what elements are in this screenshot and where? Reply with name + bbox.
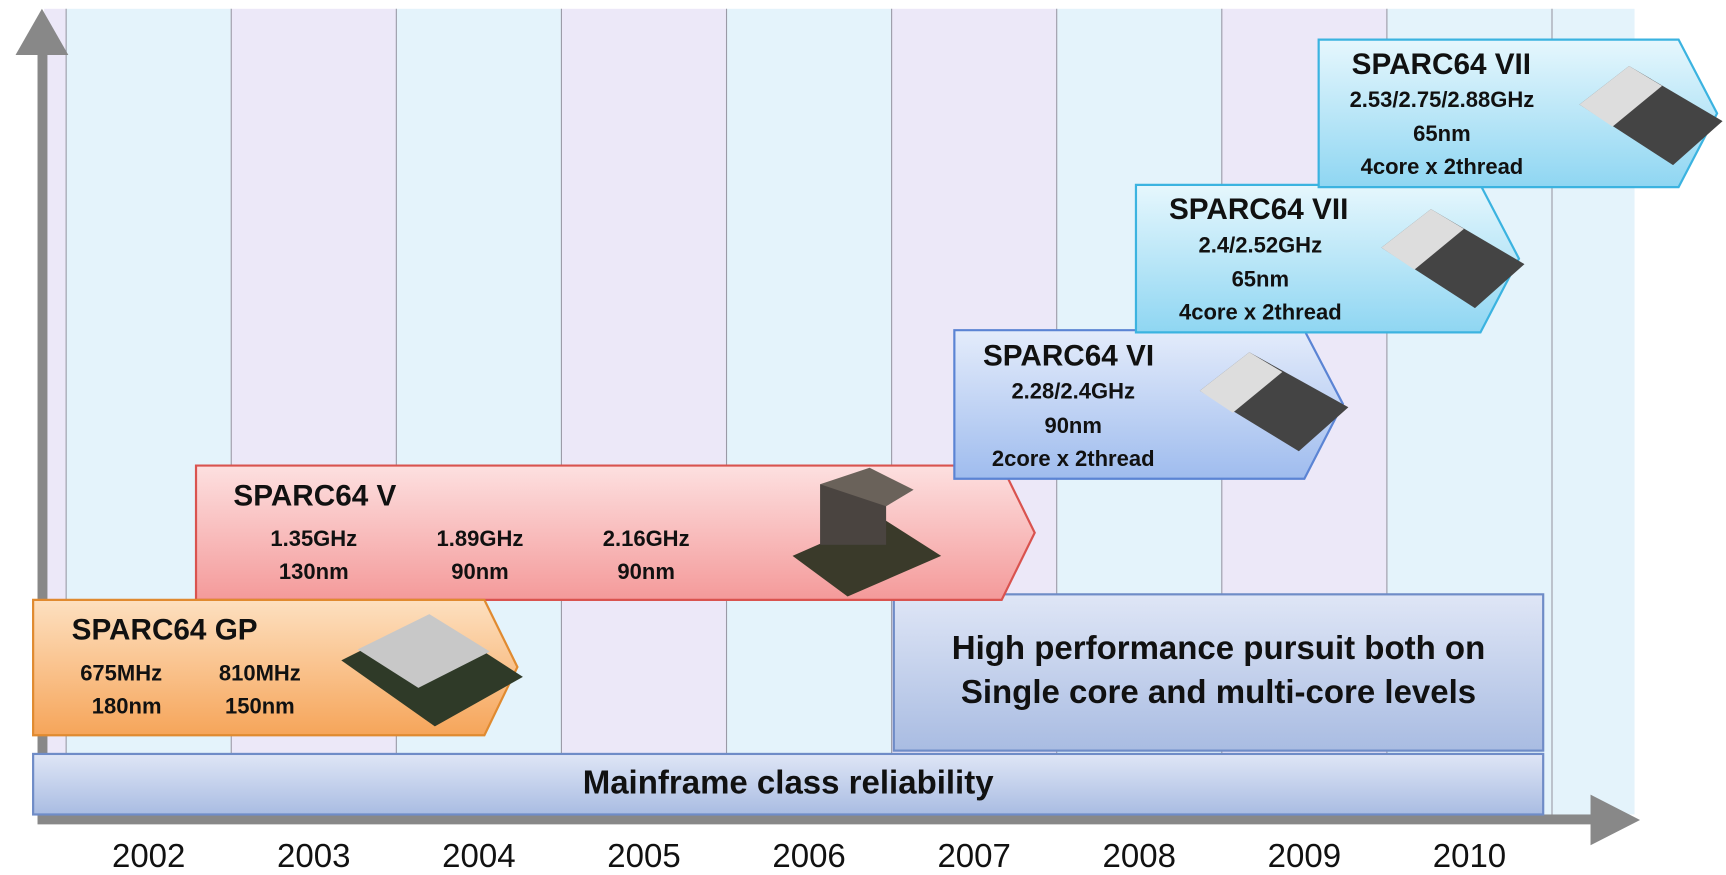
year-label: 2009 bbox=[1268, 837, 1341, 874]
performance-banner: Single core and multi-core levels bbox=[961, 673, 1476, 710]
year-label: 2005 bbox=[607, 837, 680, 874]
year-label: 2006 bbox=[772, 837, 845, 874]
spec: 90nm bbox=[1044, 413, 1101, 438]
spec: 4core x 2thread bbox=[1361, 154, 1524, 179]
reliability-banner: Mainframe class reliability bbox=[583, 763, 995, 800]
spec: 65nm bbox=[1232, 266, 1289, 291]
spec: 675MHz bbox=[80, 660, 162, 685]
spec: 1.35GHz bbox=[270, 526, 357, 551]
year-labels: 2002 2003 2004 2005 2006 2007 2008 2009 2010 bbox=[112, 837, 1506, 874]
processor-name: SPARC64 GP bbox=[72, 614, 258, 647]
processor-name: SPARC64 VII bbox=[1169, 193, 1348, 226]
spec: 2core x 2thread bbox=[992, 446, 1155, 471]
spec: 90nm bbox=[451, 559, 508, 584]
processor-name: SPARC64 V bbox=[233, 479, 396, 512]
spec: 65nm bbox=[1413, 121, 1470, 146]
year-label: 2004 bbox=[442, 837, 515, 874]
spec: 4core x 2thread bbox=[1179, 299, 1342, 324]
spec: 180nm bbox=[92, 694, 162, 719]
year-label: 2003 bbox=[277, 837, 350, 874]
spec: 130nm bbox=[279, 559, 349, 584]
spec: 810MHz bbox=[219, 660, 301, 685]
processor-name: SPARC64 VII bbox=[1352, 48, 1531, 81]
year-label: 2008 bbox=[1103, 837, 1176, 874]
year-label: 2007 bbox=[937, 837, 1010, 874]
year-label: 2002 bbox=[112, 837, 185, 874]
spec: 2.4/2.52GHz bbox=[1199, 232, 1323, 257]
spec: 1.89GHz bbox=[437, 526, 524, 551]
performance-banner: High performance pursuit both on bbox=[952, 629, 1485, 666]
spec: 150nm bbox=[225, 694, 295, 719]
column bbox=[727, 9, 892, 815]
spec: 2.28/2.4GHz bbox=[1011, 379, 1135, 404]
processor-name: SPARC64 VI bbox=[983, 340, 1154, 373]
spec: 2.16GHz bbox=[603, 526, 690, 551]
spec: 90nm bbox=[617, 559, 674, 584]
year-label: 2010 bbox=[1433, 837, 1506, 874]
column bbox=[561, 9, 726, 815]
spec: 2.53/2.75/2.88GHz bbox=[1350, 87, 1535, 112]
timeline-diagram: Mainframe class reliability High perform… bbox=[0, 0, 1726, 875]
